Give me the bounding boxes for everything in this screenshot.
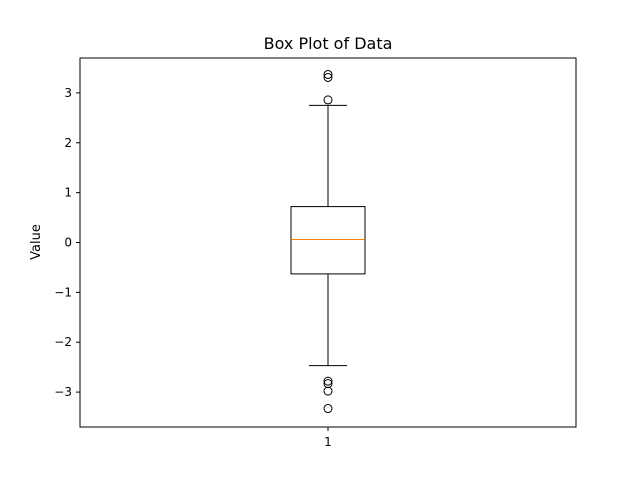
outlier-point <box>323 69 333 79</box>
outlier-point <box>323 95 333 105</box>
outlier-point <box>323 404 333 414</box>
y-tick-label: 3 <box>64 86 72 100</box>
chart-title: Box Plot of Data <box>264 34 393 53</box>
y-tick-label: −2 <box>54 335 72 349</box>
y-tick-label: 2 <box>64 136 72 150</box>
outlier-point <box>323 379 333 389</box>
outlier-point <box>323 72 333 82</box>
iqr-box <box>290 206 366 275</box>
y-tick-label: −1 <box>54 285 72 299</box>
y-tick-label: 1 <box>64 186 72 200</box>
y-tick-label: 0 <box>64 236 72 250</box>
plot-area: −3 −2 −1 0 1 2 3 1 <box>54 57 577 449</box>
outlier-point <box>323 386 333 396</box>
y-tick-label: −3 <box>54 385 72 399</box>
y-axis-label: Value <box>29 224 44 260</box>
x-tick-label: 1 <box>324 435 332 449</box>
outlier-point <box>323 376 333 386</box>
